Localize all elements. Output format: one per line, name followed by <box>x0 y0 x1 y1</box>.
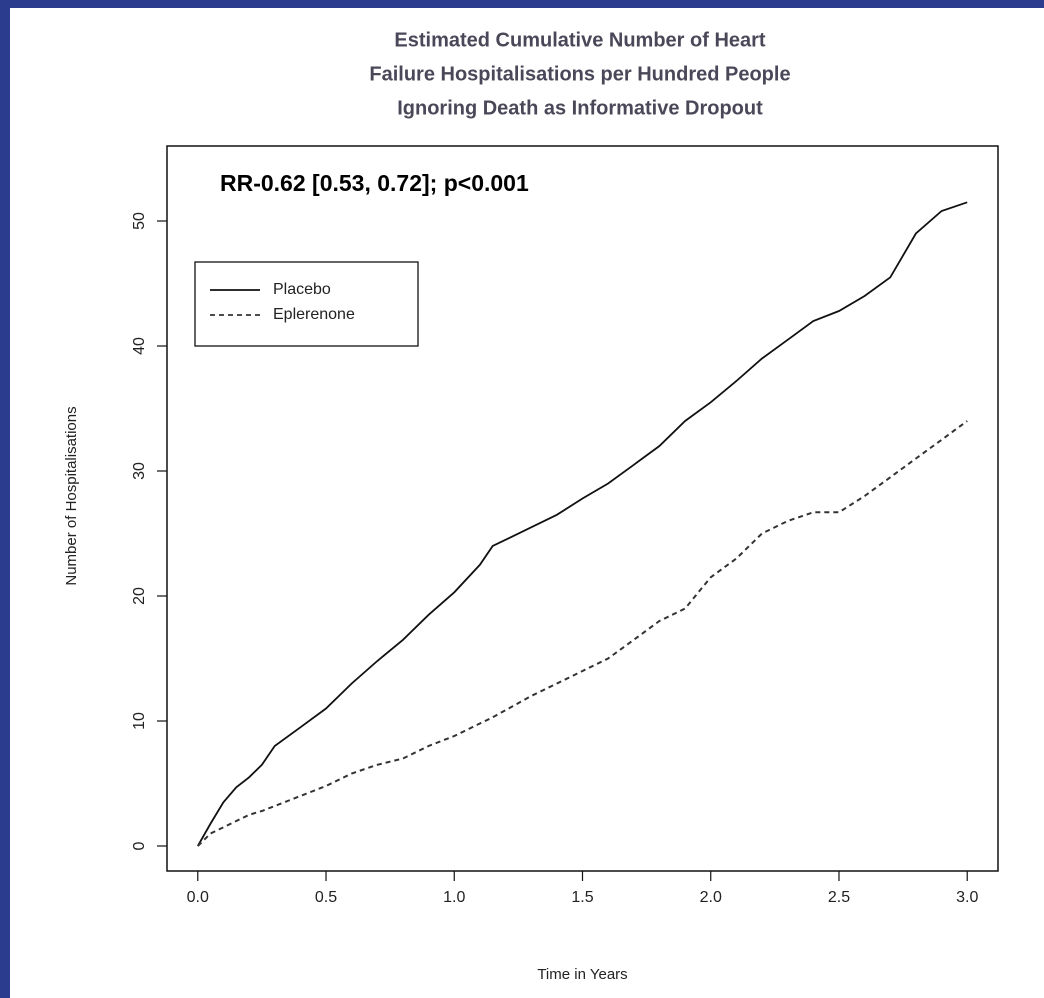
y-axis-label: Number of Hospitalisations <box>63 406 80 585</box>
chart: Estimated Cumulative Number of Heart Fail… <box>10 8 1044 998</box>
y-tick-label: 30 <box>131 462 148 480</box>
x-tick-label: 1.0 <box>443 889 465 906</box>
chart-title: Ignoring Death as Informative Dropout <box>397 97 763 119</box>
x-tick-label: 1.5 <box>571 889 593 906</box>
chart-title: Estimated Cumulative Number of Heart <box>394 29 766 51</box>
y-tick-label: 40 <box>131 337 148 355</box>
y-tick-label: 10 <box>131 712 148 730</box>
series-line <box>197 201 968 847</box>
y-tick-label: 0 <box>131 841 148 850</box>
legend-box <box>194 261 419 347</box>
x-axis-label: Time in Years <box>537 966 627 983</box>
chart-title: Failure Hospitalisations per Hundred Peo… <box>369 63 790 85</box>
x-tick-label: 3.0 <box>956 889 978 906</box>
x-tick-label: 2.5 <box>828 889 850 906</box>
plot-frame <box>166 145 999 872</box>
legend-label: Placebo <box>273 281 331 298</box>
annotation: RR-0.62 [0.53, 0.72]; p<0.001 <box>220 170 529 196</box>
legend-label: Eplerenone <box>273 306 355 323</box>
series-line <box>197 420 968 847</box>
x-tick-label: 0.0 <box>187 889 209 906</box>
y-tick-label: 50 <box>131 212 148 230</box>
x-tick-label: 2.0 <box>700 889 722 906</box>
x-tick-label: 0.5 <box>315 889 337 906</box>
y-tick-label: 20 <box>131 587 148 605</box>
